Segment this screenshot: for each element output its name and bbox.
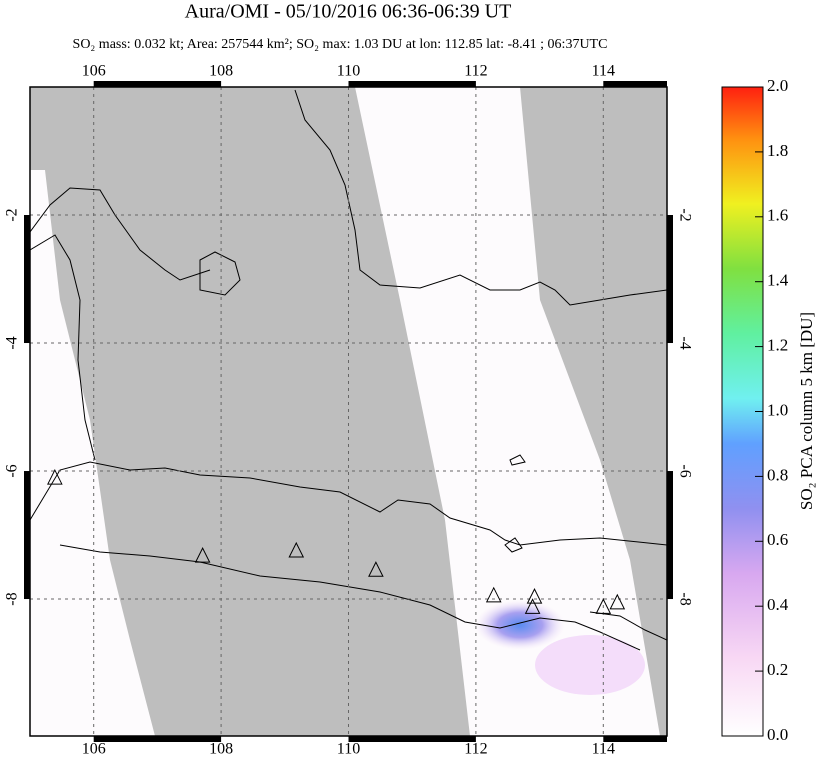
frame-bar <box>93 81 222 87</box>
coastline <box>504 454 667 641</box>
x-tick-label: 108 <box>209 741 233 758</box>
x-tick-label: 112 <box>464 741 487 758</box>
y-tick-label: -8 <box>4 592 21 605</box>
x-tick-label: 110 <box>337 741 360 758</box>
colorbar-tick-label: 0.0 <box>767 725 788 744</box>
volcano <box>288 541 305 558</box>
colorbar-tick-label: 1.8 <box>767 141 788 160</box>
swath <box>30 170 155 736</box>
so2-plume <box>475 600 565 650</box>
frame-bar <box>93 736 222 742</box>
x-tick-label: 114 <box>592 63 615 80</box>
chart-subtitle: SO₂ mass: 0.032 kt; Area: 257544 km²; SO… <box>73 37 608 52</box>
x-tick-label: 106 <box>82 63 106 80</box>
so2-plume <box>535 635 645 695</box>
volcano <box>609 593 626 610</box>
colorbar-tick-label: 0.6 <box>767 530 788 549</box>
y-tick-label: -4 <box>4 336 21 349</box>
x-tick-label: 108 <box>209 63 233 80</box>
colorbar-tick-label: 1.4 <box>767 271 789 290</box>
y-tick-label: -8 <box>676 592 693 605</box>
swath <box>355 87 660 736</box>
colorbar-tick-label: 1.6 <box>767 206 788 225</box>
volcano <box>524 598 541 614</box>
chart-title: Aura/OMI - 05/10/2016 06:36-06:39 UT <box>185 1 512 23</box>
frame-bar <box>667 471 673 600</box>
volcano <box>47 468 63 485</box>
frame-bar <box>348 81 476 87</box>
frame-bar <box>603 736 667 742</box>
colorbar-label: SO₂ PCA column 5 km [DU] <box>797 312 816 510</box>
volcano <box>485 586 502 603</box>
volcano <box>368 561 384 577</box>
frame-bar <box>603 81 667 87</box>
coastline <box>294 89 667 306</box>
colorbar-tick-label: 1.2 <box>767 336 788 355</box>
colorbar-tick-label: 0.4 <box>767 595 789 614</box>
volcano <box>194 547 211 563</box>
colorbar-tick-label: 1.0 <box>767 400 788 419</box>
y-tick-label: -4 <box>676 336 693 349</box>
colorbar-tick-label: 2.0 <box>767 76 788 95</box>
coastline <box>199 251 241 296</box>
frame-bar <box>667 215 673 344</box>
x-tick-label: 106 <box>82 741 106 758</box>
frame-bar <box>348 736 476 742</box>
colorbar <box>721 86 764 737</box>
colorbar-tick-label: 0.8 <box>767 465 788 484</box>
y-tick-label: -2 <box>676 208 693 221</box>
volcano <box>595 598 612 614</box>
x-tick-label: 112 <box>464 63 487 80</box>
frame-bar <box>24 215 30 344</box>
map-area <box>30 87 667 736</box>
y-tick-label: -2 <box>4 208 21 221</box>
colorbar-tick-label: 0.2 <box>767 660 788 679</box>
coastline <box>59 544 641 651</box>
y-tick-label: -6 <box>4 464 21 477</box>
x-tick-label: 114 <box>592 741 615 758</box>
y-tick-label: -6 <box>676 464 693 477</box>
x-tick-label: 110 <box>337 63 360 80</box>
frame-bar <box>24 471 30 600</box>
